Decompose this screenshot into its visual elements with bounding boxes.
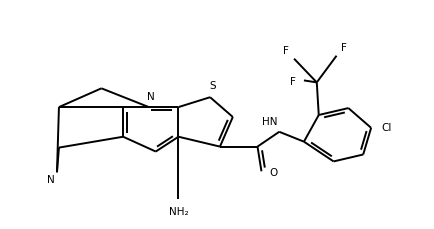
Text: O: O: [269, 168, 277, 178]
Text: NH₂: NH₂: [168, 207, 188, 217]
Text: S: S: [209, 81, 216, 91]
Text: HN: HN: [261, 117, 276, 127]
Text: F: F: [289, 77, 296, 87]
Text: N: N: [147, 92, 155, 102]
Text: F: F: [341, 43, 347, 53]
Text: N: N: [47, 175, 55, 185]
Text: F: F: [283, 46, 289, 56]
Text: Cl: Cl: [380, 123, 391, 133]
